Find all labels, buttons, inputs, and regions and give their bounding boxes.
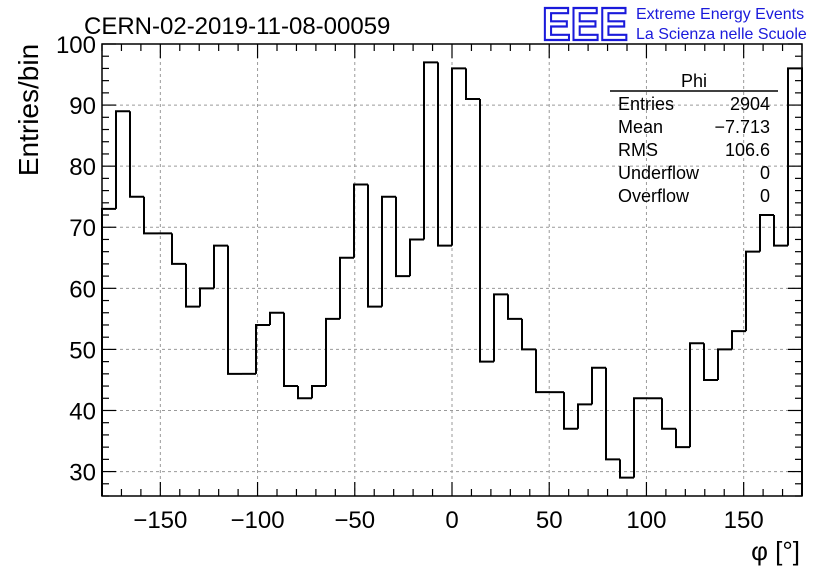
histogram-bin xyxy=(759,214,774,252)
x-tick-label: −100 xyxy=(231,507,285,534)
histogram-bin xyxy=(479,98,494,363)
histogram-bin xyxy=(605,367,620,461)
stats-label-overflow: Overflow xyxy=(618,186,690,206)
x-tick-label: 150 xyxy=(724,507,764,534)
x-tick-label: 100 xyxy=(626,507,666,534)
histogram-bin xyxy=(297,386,312,400)
eee-logo: EEE Extreme Energy Events La Scienza nel… xyxy=(541,0,807,51)
chart-title: CERN-02-2019-11-08-00059 xyxy=(84,13,390,40)
histogram-bin xyxy=(689,342,704,448)
histogram-bin xyxy=(465,68,480,100)
y-tick-label: 70 xyxy=(69,215,96,242)
y-tick-label: 90 xyxy=(69,93,96,120)
histogram-bin xyxy=(115,110,130,209)
y-tick-label: 40 xyxy=(69,398,96,425)
histogram-bin xyxy=(171,233,186,265)
eee-logo-mark: EEE xyxy=(542,0,628,50)
y-tick-labels: 30 40 50 60 70 80 90 100 xyxy=(56,32,96,487)
histogram-bin xyxy=(745,250,760,332)
stats-label-entries: Entries xyxy=(618,94,674,114)
stats-name: Phi xyxy=(681,71,707,91)
stats-value-entries: 2904 xyxy=(730,94,770,114)
x-tick-labels: −150 −100 −50 0 50 100 150 xyxy=(133,507,763,534)
y-axis-label: Entries/bin xyxy=(13,44,44,176)
histogram-bin xyxy=(129,111,144,198)
x-tick-label: 0 xyxy=(445,507,458,534)
histogram-bin xyxy=(339,256,354,319)
stats-value-overflow: 0 xyxy=(760,186,770,206)
histogram-bin xyxy=(325,317,340,387)
histogram-bin xyxy=(661,398,676,430)
logo-line-1: Extreme Energy Events xyxy=(636,6,804,23)
histogram-bin xyxy=(591,366,606,405)
stats-label-underflow: Underflow xyxy=(618,163,700,183)
histogram-bin xyxy=(269,311,284,325)
histogram-bin xyxy=(311,385,326,399)
y-tick-label: 30 xyxy=(69,460,96,487)
histogram-bin xyxy=(787,67,803,496)
histogram-bin xyxy=(283,312,298,388)
histogram-bin xyxy=(381,195,396,307)
stats-value-underflow: 0 xyxy=(760,163,770,183)
histogram-bin xyxy=(143,196,158,235)
y-tick-label: 60 xyxy=(69,276,96,303)
x-tick-label: −50 xyxy=(334,507,375,534)
histogram-bin xyxy=(675,428,690,449)
stats-label-mean: Mean xyxy=(618,117,663,137)
histogram-bin xyxy=(535,349,550,394)
axis-ticks xyxy=(101,43,803,497)
histogram-bin xyxy=(227,245,242,375)
histogram-bin xyxy=(493,293,508,362)
stats-box: Phi Entries 2904 Mean −7.713 RMS 106.6 U… xyxy=(610,71,778,206)
histogram-bin xyxy=(521,318,536,351)
histogram-bin xyxy=(633,397,648,478)
histogram-bin xyxy=(563,392,578,430)
histogram-bin xyxy=(577,403,592,429)
histogram-bars xyxy=(101,61,803,496)
logo-line-2: La Scienza nelle Scuole xyxy=(636,26,807,43)
stats-label-rms: RMS xyxy=(618,140,658,160)
x-tick-label: −150 xyxy=(133,507,187,534)
histogram-bin xyxy=(367,184,382,308)
y-tick-label: 50 xyxy=(69,337,96,364)
histogram-bin xyxy=(619,459,634,479)
y-tick-label: 100 xyxy=(56,32,96,59)
histogram-bin xyxy=(185,263,200,308)
stats-value-mean: −7.713 xyxy=(714,117,770,137)
histogram-bin xyxy=(703,343,718,381)
histogram-bin xyxy=(451,67,466,246)
histogram-bin xyxy=(731,330,746,350)
x-tick-label: 50 xyxy=(536,507,563,534)
histogram-bin xyxy=(199,287,214,307)
histogram-bin xyxy=(395,196,410,278)
stats-value-rms: 106.6 xyxy=(725,140,770,160)
y-tick-label: 80 xyxy=(69,154,96,181)
histogram-bin xyxy=(409,238,424,277)
histogram-bin xyxy=(423,61,438,240)
histogram-bin xyxy=(437,62,452,247)
histogram-bin xyxy=(507,294,522,320)
x-axis-label: φ [°] xyxy=(751,536,800,566)
histogram-bin xyxy=(353,183,368,258)
histogram-bin xyxy=(255,323,270,374)
histogram-bin xyxy=(773,215,788,247)
histogram-bin xyxy=(213,244,228,289)
histogram-bin xyxy=(717,348,732,380)
